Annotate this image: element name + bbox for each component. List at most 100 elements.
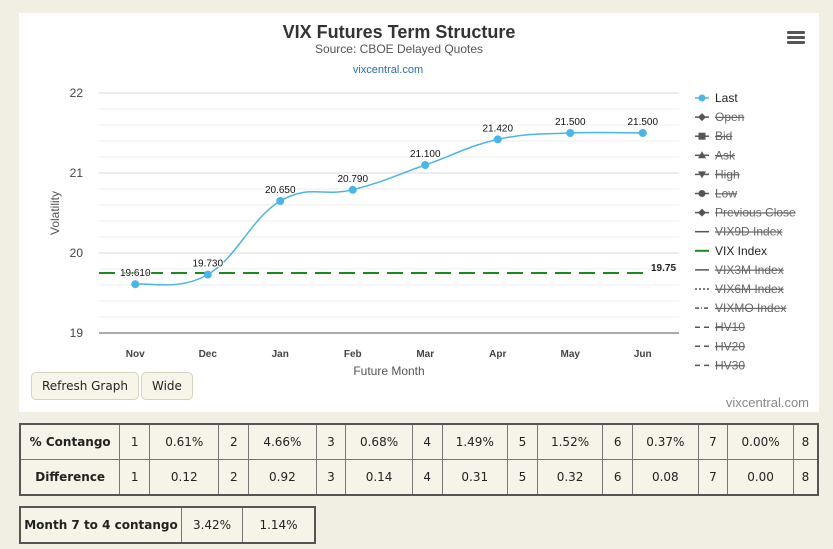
data-label: 21.100	[410, 149, 441, 160]
data-label: 21.420	[482, 123, 513, 134]
data-point[interactable]	[203, 270, 212, 279]
chart-subtitle: Source: CBOE Delayed Quotes	[315, 42, 483, 56]
legend-item[interactable]: Last	[695, 91, 738, 105]
wide-button[interactable]: Wide	[141, 372, 193, 400]
x-tick-label: Feb	[344, 349, 362, 360]
month-number-cell: 6	[602, 459, 634, 496]
data-point[interactable]	[131, 280, 140, 289]
month-number-cell: 7	[697, 459, 729, 496]
month-number-cell: 2	[218, 423, 250, 460]
legend-item[interactable]: Previous Close	[695, 206, 796, 220]
value-cell: 4.66%	[248, 423, 317, 460]
legend-item[interactable]: High	[695, 167, 740, 181]
data-point[interactable]	[276, 197, 285, 205]
legend-label: HV20	[715, 339, 745, 353]
legend-item[interactable]: VIX6M Index	[695, 282, 784, 296]
data-point[interactable]	[566, 129, 575, 137]
legend-marker	[698, 208, 706, 217]
legend-label: High	[715, 167, 740, 181]
month-number-cell: 1	[119, 423, 151, 460]
footer-brand: vixcentral.com	[725, 395, 809, 410]
value-cell: 0.68%	[345, 423, 413, 460]
month74-value-1: 3.42%	[181, 506, 243, 544]
value-cell: 1.52%	[536, 423, 604, 460]
data-label: 21.500	[627, 117, 658, 128]
legend-item[interactable]: VIX Index	[695, 244, 767, 258]
data-point[interactable]	[638, 129, 647, 137]
x-tick-label: Dec	[199, 349, 218, 360]
value-cell: 0.32	[536, 459, 604, 496]
legend-label: Open	[715, 110, 744, 124]
value-cell: 1.49%	[441, 423, 509, 460]
month-number-cell: 2	[218, 459, 250, 496]
data-label: 20.650	[265, 185, 296, 196]
chart-menu-icon[interactable]	[787, 31, 805, 45]
table-row: Month 7 to 4 contango 3.42% 1.14%	[19, 506, 316, 544]
legend-item[interactable]: VIX3M Index	[695, 263, 784, 277]
legend-label: Ask	[715, 148, 736, 162]
legend-item[interactable]: Open	[695, 110, 744, 124]
data-label: 19.610	[120, 268, 151, 279]
table-row: % Contango 1 0.61% 2 4.66% 3 0.68% 4 1.49% 5 1.52%…	[19, 423, 819, 460]
x-tick-label: Apr	[489, 349, 506, 360]
legend-label: Last	[715, 91, 738, 105]
x-tick-label: Jan	[272, 349, 289, 360]
legend-label: HV10	[715, 320, 745, 334]
legend-item[interactable]: Bid	[695, 129, 732, 143]
chart-credit-link[interactable]: vixcentral.com	[353, 64, 423, 76]
vix-term-structure-chart: VIX Futures Term Structure Source: CBOE …	[48, 22, 796, 378]
legend-label: VIX3M Index	[715, 263, 784, 277]
value-cell: 0.14	[345, 459, 413, 496]
x-tick-label: May	[561, 349, 581, 360]
y-tick-label: 21	[70, 166, 84, 180]
legend-item[interactable]: HV30	[695, 358, 745, 372]
data-point[interactable]	[421, 161, 430, 169]
contango-table: % Contango 1 0.61% 2 4.66% 3 0.68% 4 1.49% 5 1.52%…	[19, 423, 819, 496]
month-number-cell: 3	[315, 459, 347, 496]
x-tick-label: Jun	[634, 349, 652, 360]
month74-label: Month 7 to 4 contango	[19, 506, 182, 544]
legend-item[interactable]: VIXMO Index	[695, 301, 786, 315]
legend-label: VIX6M Index	[715, 282, 784, 296]
data-point[interactable]	[348, 185, 357, 194]
month-number-cell: 3	[315, 423, 347, 460]
legend-item[interactable]: Low	[695, 187, 737, 201]
value-cell: 0.31	[441, 459, 509, 496]
legend-label: Bid	[715, 129, 732, 143]
legend-label: VIXMO Index	[715, 301, 786, 315]
legend-marker	[698, 132, 706, 140]
legend-marker	[698, 151, 706, 159]
chart-panel: VIX Futures Term Structure Source: CBOE …	[19, 13, 819, 412]
value-cell: 0.37%	[632, 423, 699, 460]
month-7-to-4-table: Month 7 to 4 contango 3.42% 1.14%	[19, 506, 316, 544]
month74-value-2: 1.14%	[242, 506, 316, 544]
y-tick-label: 20	[70, 246, 84, 260]
y-tick-label: 22	[70, 86, 84, 100]
legend-marker	[698, 171, 706, 179]
value-cell: 0.00%	[727, 423, 794, 460]
x-tick-label: Nov	[126, 349, 145, 360]
x-tick-label: Mar	[416, 349, 434, 360]
month-number-cell: 5	[507, 423, 538, 460]
legend-label: VIX9D Index	[715, 225, 782, 239]
legend-item[interactable]: VIX9D Index	[695, 225, 782, 239]
month-number-cell: 4	[411, 459, 443, 496]
month-number-cell: 1	[119, 459, 151, 496]
refresh-graph-button[interactable]: Refresh Graph	[31, 372, 139, 400]
legend-label: HV30	[715, 358, 745, 372]
month-number-cell: 8	[792, 459, 819, 496]
legend-marker	[698, 190, 706, 197]
chart-title: VIX Futures Term Structure	[283, 22, 516, 42]
legend-label: Low	[715, 187, 737, 201]
value-cell: 0.12	[149, 459, 220, 496]
legend-item[interactable]: HV10	[695, 320, 745, 334]
data-label: 21.500	[555, 117, 586, 128]
legend-item[interactable]: Ask	[695, 148, 736, 162]
month-number-cell: 6	[602, 423, 634, 460]
legend-marker	[698, 94, 706, 102]
y-axis-title: Volatility	[48, 191, 62, 235]
row-label: % Contango	[19, 423, 121, 460]
data-point[interactable]	[493, 135, 502, 144]
month-number-cell: 7	[697, 423, 729, 460]
legend-item[interactable]: HV20	[695, 339, 745, 353]
